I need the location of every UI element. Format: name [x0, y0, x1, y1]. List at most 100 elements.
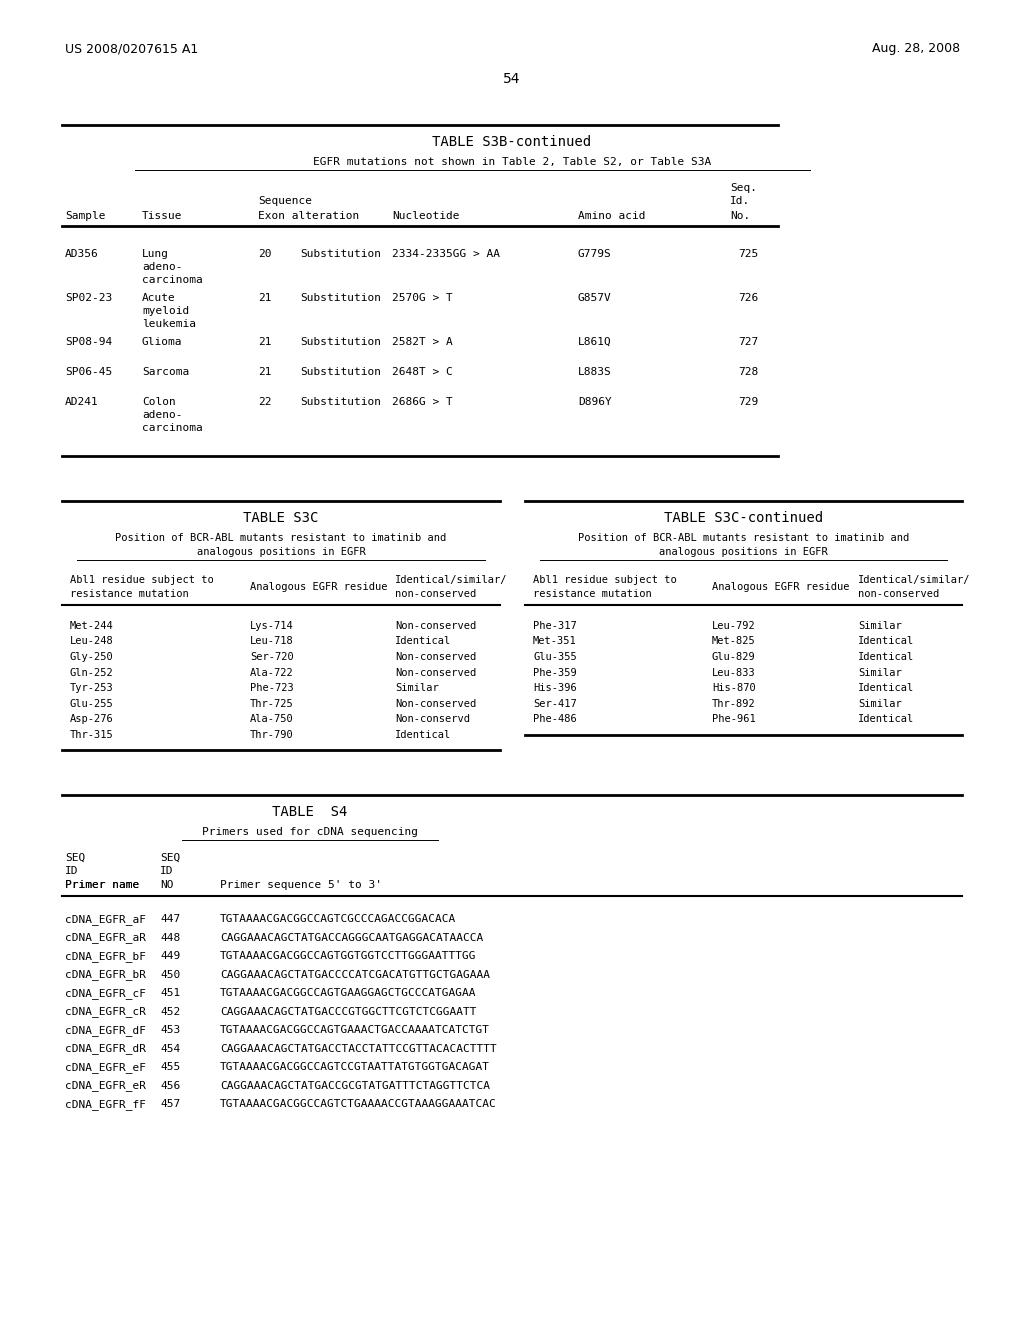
Text: Tyr-253: Tyr-253 [70, 682, 114, 693]
Text: Tissue: Tissue [142, 211, 182, 220]
Text: leukemia: leukemia [142, 319, 196, 329]
Text: Phe-961: Phe-961 [712, 714, 756, 723]
Text: Glioma: Glioma [142, 337, 182, 347]
Text: Identical: Identical [395, 636, 452, 647]
Text: 2648T > C: 2648T > C [392, 367, 453, 378]
Text: Primers used for cDNA sequencing: Primers used for cDNA sequencing [202, 828, 418, 837]
Text: Substitution: Substitution [300, 293, 381, 304]
Text: Colon: Colon [142, 397, 176, 407]
Text: 452: 452 [160, 1007, 180, 1016]
Text: Identical: Identical [858, 652, 914, 663]
Text: 21: 21 [258, 337, 271, 347]
Text: Analogous EGFR residue: Analogous EGFR residue [250, 582, 387, 591]
Text: Lys-714: Lys-714 [250, 620, 294, 631]
Text: Sarcoma: Sarcoma [142, 367, 189, 378]
Text: Glu-355: Glu-355 [534, 652, 577, 663]
Text: carcinoma: carcinoma [142, 422, 203, 433]
Text: TABLE S3C-continued: TABLE S3C-continued [664, 511, 823, 525]
Text: Ala-722: Ala-722 [250, 668, 294, 677]
Text: 451: 451 [160, 987, 180, 998]
Text: cDNA_EGFR_aF: cDNA_EGFR_aF [65, 913, 146, 925]
Text: Analogous EGFR residue: Analogous EGFR residue [712, 582, 850, 591]
Text: Glu-255: Glu-255 [70, 698, 114, 709]
Text: G857V: G857V [578, 293, 611, 304]
Text: Ala-750: Ala-750 [250, 714, 294, 723]
Text: AD241: AD241 [65, 397, 98, 407]
Text: cDNA_EGFR_bR: cDNA_EGFR_bR [65, 969, 146, 981]
Text: SP08-94: SP08-94 [65, 337, 113, 347]
Text: Nucleotide: Nucleotide [392, 211, 460, 220]
Text: Seq.: Seq. [730, 183, 757, 193]
Text: TGTAAAACGACGGCCAGTCTGAAAACCGTAAAGGAAATCAC: TGTAAAACGACGGCCAGTCTGAAAACCGTAAAGGAAATCA… [220, 1100, 497, 1109]
Text: 449: 449 [160, 950, 180, 961]
Text: Lung: Lung [142, 249, 169, 259]
Text: 456: 456 [160, 1081, 180, 1090]
Text: Ser-417: Ser-417 [534, 698, 577, 709]
Text: Phe-723: Phe-723 [250, 682, 294, 693]
Text: non-conserved: non-conserved [395, 589, 476, 599]
Text: D896Y: D896Y [578, 397, 611, 407]
Text: Sample: Sample [65, 211, 105, 220]
Text: Identical: Identical [858, 682, 914, 693]
Text: Substitution: Substitution [300, 337, 381, 347]
Text: Gln-252: Gln-252 [70, 668, 114, 677]
Text: Non-conserved: Non-conserved [395, 620, 476, 631]
Text: Met-244: Met-244 [70, 620, 114, 631]
Text: Position of BCR-ABL mutants resistant to imatinib and: Position of BCR-ABL mutants resistant to… [116, 533, 446, 543]
Text: 2582T > A: 2582T > A [392, 337, 453, 347]
Text: analogous positions in EGFR: analogous positions in EGFR [197, 546, 366, 557]
Text: CAGGAAACAGCTATGACCCCATCGACATGTTGCTGAGAAA: CAGGAAACAGCTATGACCCCATCGACATGTTGCTGAGAAA [220, 969, 490, 979]
Text: 54: 54 [503, 73, 521, 86]
Text: 450: 450 [160, 969, 180, 979]
Text: Similar: Similar [395, 682, 438, 693]
Text: Met-825: Met-825 [712, 636, 756, 647]
Text: Acute: Acute [142, 293, 176, 304]
Text: TGTAAAACGACGGCCAGTGGTGGTCCTTGGGAATTTGG: TGTAAAACGACGGCCAGTGGTGGTCCTTGGGAATTTGG [220, 950, 476, 961]
Text: ID: ID [160, 866, 173, 876]
Text: cDNA_EGFR_aR: cDNA_EGFR_aR [65, 932, 146, 944]
Text: Non-conserved: Non-conserved [395, 698, 476, 709]
Text: Abl1 residue subject to: Abl1 residue subject to [70, 576, 214, 585]
Text: Similar: Similar [858, 698, 902, 709]
Text: Abl1 residue subject to: Abl1 residue subject to [534, 576, 677, 585]
Text: CAGGAAACAGCTATGACCGCGTATGATTTCTAGGTTCTCA: CAGGAAACAGCTATGACCGCGTATGATTTCTAGGTTCTCA [220, 1081, 490, 1090]
Text: 447: 447 [160, 913, 180, 924]
Text: myeloid: myeloid [142, 306, 189, 315]
Text: 20: 20 [258, 249, 271, 259]
Text: TABLE S3C: TABLE S3C [244, 511, 318, 525]
Text: 457: 457 [160, 1100, 180, 1109]
Text: cDNA_EGFR_dR: cDNA_EGFR_dR [65, 1044, 146, 1055]
Text: TGTAAAACGACGGCCAGTGAAGGAGCTGCCCATGAGAA: TGTAAAACGACGGCCAGTGAAGGAGCTGCCCATGAGAA [220, 987, 476, 998]
Text: cDNA_EGFR_cF: cDNA_EGFR_cF [65, 987, 146, 999]
Text: 453: 453 [160, 1026, 180, 1035]
Text: Asp-276: Asp-276 [70, 714, 114, 723]
Text: Phe-486: Phe-486 [534, 714, 577, 723]
Text: 2334-2335GG > AA: 2334-2335GG > AA [392, 249, 500, 259]
Text: cDNA_EGFR_eF: cDNA_EGFR_eF [65, 1063, 146, 1073]
Text: His-870: His-870 [712, 682, 756, 693]
Text: Identical/similar/: Identical/similar/ [395, 576, 508, 585]
Text: cDNA_EGFR_eR: cDNA_EGFR_eR [65, 1081, 146, 1092]
Text: Leu-833: Leu-833 [712, 668, 756, 677]
Text: 728: 728 [738, 367, 758, 378]
Text: His-396: His-396 [534, 682, 577, 693]
Text: Met-351: Met-351 [534, 636, 577, 647]
Text: Id.: Id. [730, 195, 751, 206]
Text: resistance mutation: resistance mutation [70, 589, 188, 599]
Text: Non-conserved: Non-conserved [395, 652, 476, 663]
Text: Thr-892: Thr-892 [712, 698, 756, 709]
Text: resistance mutation: resistance mutation [534, 589, 651, 599]
Text: Aug. 28, 2008: Aug. 28, 2008 [871, 42, 961, 55]
Text: Substitution: Substitution [300, 249, 381, 259]
Text: Glu-829: Glu-829 [712, 652, 756, 663]
Text: 729: 729 [738, 397, 758, 407]
Text: Identical: Identical [395, 730, 452, 739]
Text: Ser-720: Ser-720 [250, 652, 294, 663]
Text: Similar: Similar [858, 620, 902, 631]
Text: Non-conservd: Non-conservd [395, 714, 470, 723]
Text: Position of BCR-ABL mutants resistant to imatinib and: Position of BCR-ABL mutants resistant to… [578, 533, 909, 543]
Text: 725: 725 [738, 249, 758, 259]
Text: NO: NO [160, 880, 173, 890]
Text: Non-conserved: Non-conserved [395, 668, 476, 677]
Text: AD356: AD356 [65, 249, 98, 259]
